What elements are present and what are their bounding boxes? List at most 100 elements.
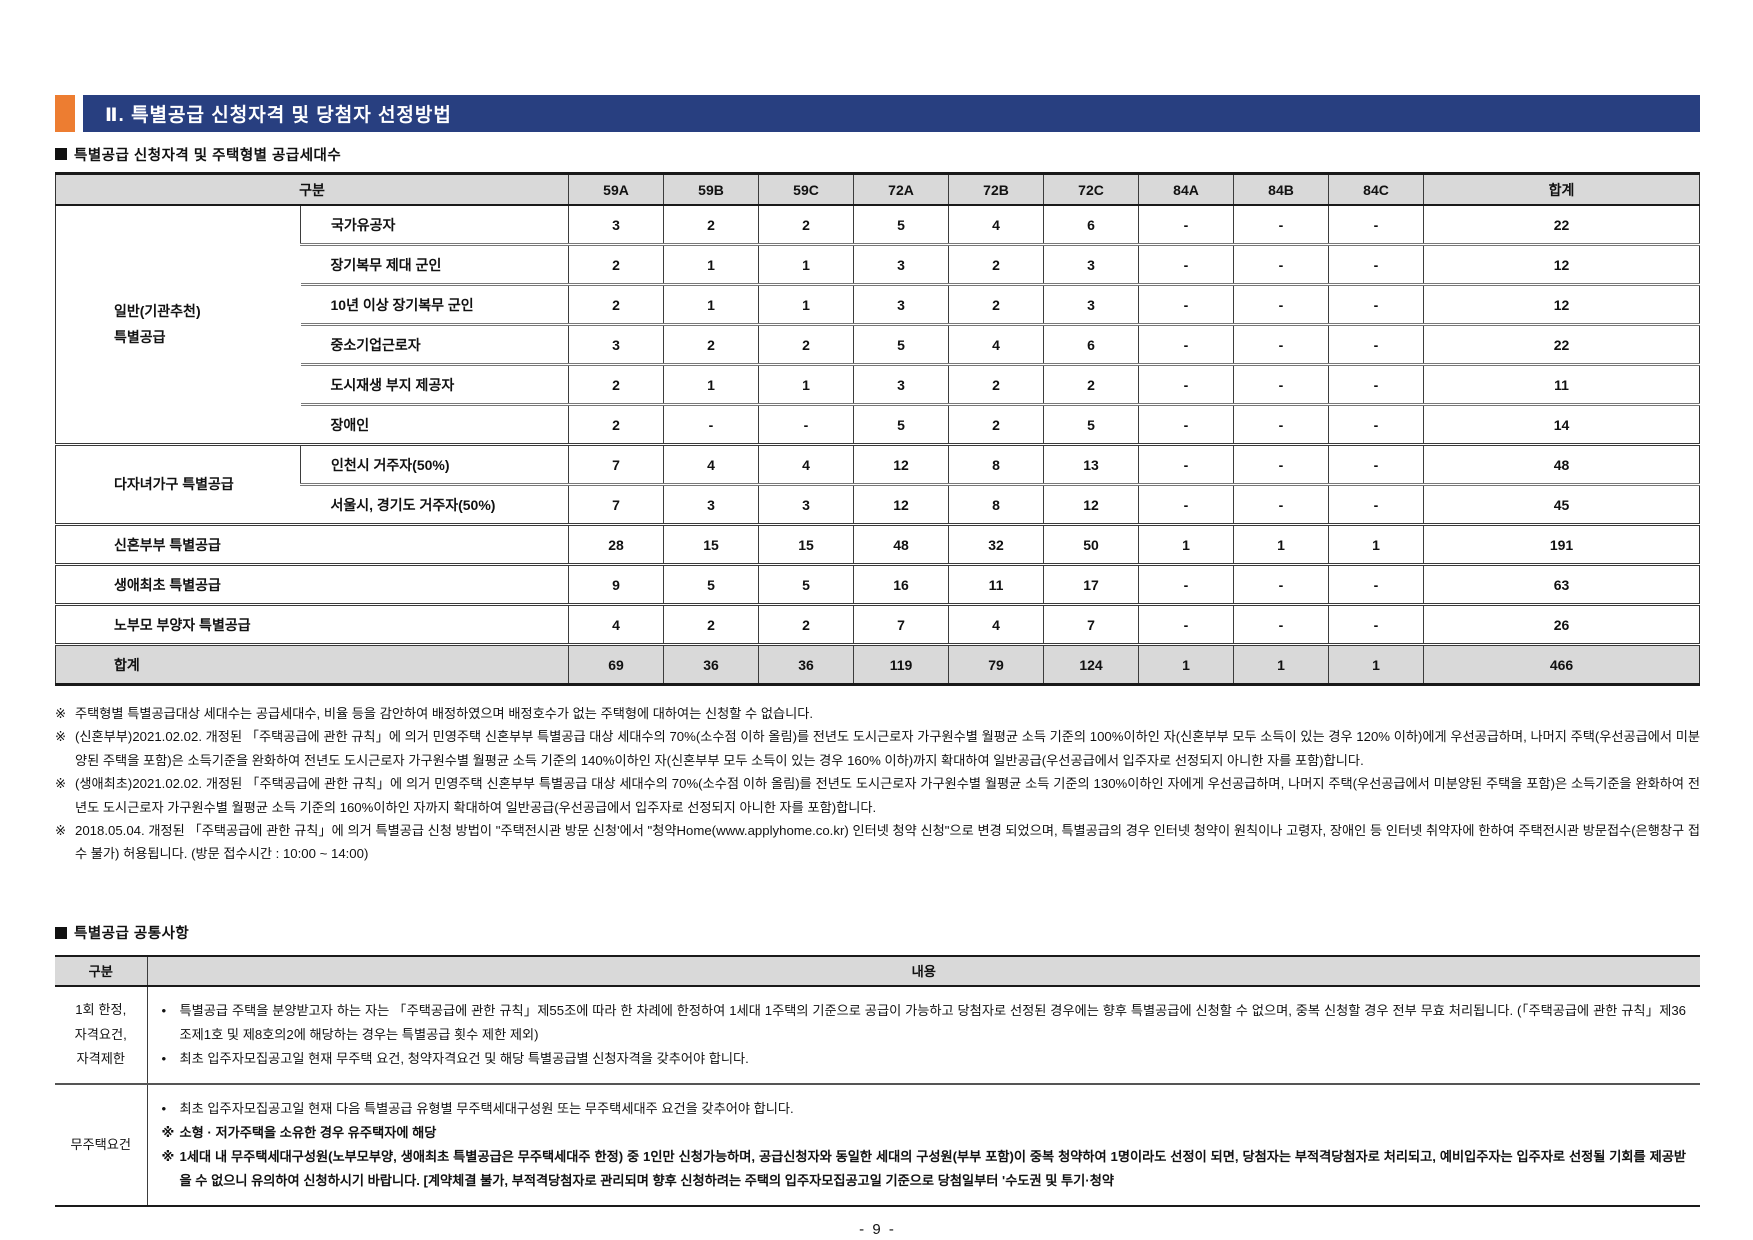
value-cell: 11 bbox=[948, 563, 1044, 605]
value-cell: 28 bbox=[568, 523, 664, 565]
value-cell: 7 bbox=[568, 483, 664, 525]
column-header: 84A bbox=[1138, 173, 1234, 206]
value-cell: 15 bbox=[758, 523, 854, 565]
value-cell: 1 bbox=[663, 243, 759, 285]
value-cell: - bbox=[1233, 205, 1329, 245]
value-cell: 3 bbox=[663, 483, 759, 525]
content-item: ※ 소형 · 저가주택을 소유한 경우 유주택자에 해당 bbox=[162, 1121, 1687, 1145]
supply-table-body: 일반(기관추천) 특별공급 국가유공자 3 2 2 5 4 6- - -22 장기복무 제대 군인 2… bbox=[55, 205, 1700, 685]
group-label: 일반(기관추천) 특별공급 bbox=[114, 302, 201, 345]
note-text: (신혼부부)2021.02.02. 개정된 「주택공급에 관한 규칙」에 의거 … bbox=[75, 729, 1700, 768]
column-header: 59C bbox=[758, 173, 854, 206]
supply-section-heading-label: 특별공급 신청자격 및 주택형별 공급세대수 bbox=[74, 147, 342, 164]
value-cell: 45 bbox=[1423, 483, 1700, 525]
content-item: • 최초 입주자모집공고일 현재 무주택 요건, 청약자격요건 및 해당 특별공급… bbox=[162, 1047, 1687, 1071]
page-number: - 9 - bbox=[859, 1220, 896, 1238]
item-text: 소형 · 저가주택을 소유한 경우 유주택자에 해당 bbox=[179, 1124, 437, 1140]
common-section-heading-label: 특별공급 공통사항 bbox=[74, 926, 190, 943]
row-label: 도시재생 부지 제공자 bbox=[300, 363, 569, 405]
note-item: ※ 2018.05.04. 개정된 「주택공급에 관한 규칙」에 의거 특별공급 … bbox=[55, 819, 1700, 866]
value-cell: 2 bbox=[568, 363, 664, 405]
value-cell: 12 bbox=[853, 443, 949, 485]
value-cell: 2 bbox=[948, 283, 1044, 325]
column-header: 72A bbox=[853, 173, 949, 206]
value-cell: 22 bbox=[1423, 205, 1700, 245]
row-label: 노부모 부양자 특별공급 bbox=[55, 603, 569, 645]
value-cell: 191 bbox=[1423, 523, 1700, 565]
value-cell: 7 bbox=[853, 603, 949, 645]
row-label: 서울시, 경기도 거주자(50%) bbox=[300, 483, 569, 525]
value-cell: 1 bbox=[1328, 523, 1424, 565]
value-cell: 9 bbox=[568, 563, 664, 605]
value-cell: 12 bbox=[853, 483, 949, 525]
value-cell: 2 bbox=[758, 323, 854, 365]
value-cell: 1 bbox=[1138, 643, 1234, 685]
value-cell: - bbox=[1328, 363, 1424, 405]
row-label: 신혼부부 특별공급 bbox=[55, 523, 569, 565]
value-cell: - bbox=[1328, 243, 1424, 285]
row-label: 인천시 거주자(50%) bbox=[299, 443, 569, 485]
value-cell: 5 bbox=[1043, 403, 1139, 445]
column-header: 59A bbox=[568, 173, 664, 206]
item-marker: • bbox=[161, 1100, 167, 1116]
value-cell: - bbox=[1328, 483, 1424, 525]
document-page: Ⅱ. 특별공급 신청자격 및 당첨자 선정방법 특별공급 신청자격 및 주택형별… bbox=[55, 0, 1700, 1238]
supply-header-row: 구분 59A 59B 59C 72A 72B 72C 84A 84B 84C 합계 bbox=[55, 173, 1700, 206]
value-cell: 5 bbox=[758, 563, 854, 605]
value-cell: 4 bbox=[663, 443, 759, 485]
value-cell: 7 bbox=[1043, 603, 1139, 645]
note-text: 2018.05.04. 개정된 「주택공급에 관한 규칙」에 의거 특별공급 신… bbox=[75, 823, 1700, 862]
table-row: 중소기업근로자 3 2 2 5 4 6- - -22 bbox=[56, 323, 1700, 365]
note-marker: ※ bbox=[55, 823, 67, 839]
column-header: 72B bbox=[948, 173, 1044, 206]
value-cell: - bbox=[758, 403, 854, 445]
orange-accent-bar bbox=[55, 95, 75, 132]
value-cell: 36 bbox=[758, 643, 854, 685]
value-cell: - bbox=[1138, 483, 1234, 525]
row-label: 국가유공자 bbox=[299, 205, 569, 245]
value-cell: 8 bbox=[948, 483, 1044, 525]
supply-table-header: 구분 59A 59B 59C 72A 72B 72C 84A 84B 84C 합계 bbox=[55, 173, 1700, 206]
common-section-heading: 특별공급 공통사항 bbox=[55, 924, 1700, 942]
value-cell: - bbox=[1138, 363, 1234, 405]
value-cell: - bbox=[1233, 363, 1329, 405]
value-cell: 48 bbox=[1423, 443, 1700, 485]
table-row: 신혼부부 특별공급 28 15 15 48 32 50 1 1 1 191 bbox=[55, 523, 1700, 565]
value-cell: - bbox=[1138, 603, 1234, 645]
table-row: 다자녀가구 특별공급 인천시 거주자(50%) 7 4 4 12 8 13- - -48 bbox=[55, 443, 1700, 525]
value-cell: 2 bbox=[663, 323, 759, 365]
note-marker: ※ bbox=[55, 776, 67, 792]
value-cell: - bbox=[1138, 243, 1234, 285]
common-column-header: 내용 bbox=[147, 955, 1700, 987]
item-text: 최초 입주자모집공고일 현재 무주택 요건, 청약자격요건 및 해당 특별공급별… bbox=[179, 1050, 749, 1066]
value-cell: - bbox=[1233, 603, 1329, 645]
value-cell: 1 bbox=[663, 363, 759, 405]
value-cell: - bbox=[1233, 323, 1329, 365]
banner-bar: Ⅱ. 특별공급 신청자격 및 당첨자 선정방법 bbox=[83, 95, 1700, 132]
content-item: • 최초 입주자모집공고일 현재 다음 특별공급 유형별 무주택세대구성원 또는 … bbox=[162, 1097, 1687, 1121]
table-row: 합계 69 36 36 119 79 124 1 1 1 466 bbox=[55, 643, 1700, 685]
content-item: • 특별공급 주택을 분양받고자 하는 자는 「주택공급에 관한 규칙」제55조에… bbox=[162, 999, 1687, 1047]
table-row: 1회 한정, 자격요건, 자격제한 • 특별공급 주택을 분양받고자 하는 자는 「… bbox=[55, 985, 1700, 1084]
value-cell: - bbox=[1328, 283, 1424, 325]
note-text: (생애최초)2021.02.02. 개정된 「주택공급에 관한 규칙」에 의거 … bbox=[75, 776, 1700, 815]
table-row: 10년 이상 장기복무 군인 2 1 1 3 2 3- - -12 bbox=[56, 283, 1700, 325]
value-cell: 466 bbox=[1423, 643, 1700, 685]
column-header: 59B bbox=[663, 173, 759, 206]
value-cell: 4 bbox=[568, 603, 664, 645]
value-cell: 79 bbox=[948, 643, 1044, 685]
common-table-body: 1회 한정, 자격요건, 자격제한 • 특별공급 주택을 분양받고자 하는 자는 「… bbox=[55, 985, 1700, 1206]
value-cell: - bbox=[1138, 403, 1234, 445]
value-cell: - bbox=[1233, 483, 1329, 525]
column-header: 84C bbox=[1328, 173, 1424, 206]
value-cell: 2 bbox=[758, 205, 854, 245]
column-header: 구분 bbox=[55, 173, 569, 206]
supply-section-heading: 특별공급 신청자격 및 주택형별 공급세대수 bbox=[55, 145, 1700, 164]
row-label: 중소기업근로자 bbox=[300, 323, 569, 365]
supply-notes: ※ 주택형별 특별공급대상 세대수는 공급세대수, 비율 등을 감안하여 배정하였… bbox=[55, 702, 1700, 866]
row-label: 장기복무 제대 군인 bbox=[300, 243, 569, 285]
value-cell: - bbox=[1138, 283, 1234, 325]
column-header: 84B bbox=[1233, 173, 1329, 206]
value-cell: 2 bbox=[663, 603, 759, 645]
value-cell: - bbox=[1138, 205, 1234, 245]
